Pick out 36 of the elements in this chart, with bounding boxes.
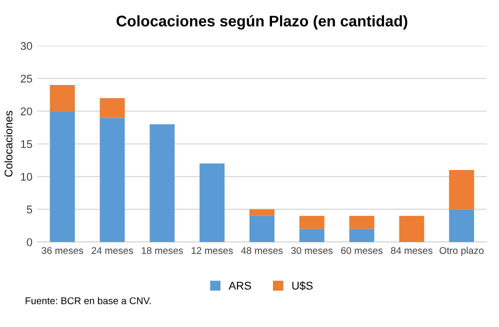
x-tick-label: 12 meses	[192, 247, 233, 254]
y-tick-label: 10	[21, 172, 32, 181]
x-tick-label: 24 meses	[92, 247, 133, 254]
y-tick-label: 25	[20, 74, 32, 83]
x-tick-label: 36 meses	[42, 247, 84, 254]
bar	[299, 228, 324, 242]
source-note: Fuente: BCR en base a CNV.	[26, 297, 151, 304]
y-tick-label: 15	[21, 140, 32, 148]
y-tick-label: 5	[26, 206, 32, 214]
bar	[449, 170, 474, 210]
x-tick-label: Otro plazo	[440, 246, 484, 256]
y-axis-title: Colocaciones	[4, 110, 12, 177]
x-tick-label: 84 meses	[391, 247, 432, 254]
bar	[150, 124, 175, 242]
bar	[299, 216, 324, 229]
chart-title: Colocaciones según Plazo (en cantidad)	[116, 15, 408, 30]
legend-label: U$S	[292, 281, 313, 290]
y-tick-label: 30	[20, 42, 32, 50]
bar	[250, 216, 274, 242]
bar	[100, 98, 125, 118]
x-tick-label: 60 meses	[341, 247, 382, 254]
y-tick-label: 0	[26, 238, 32, 246]
bar	[50, 111, 75, 242]
legend-label: ARS	[228, 282, 251, 290]
x-tick-label: 18 meses	[142, 247, 183, 254]
x-tick-label: 48 meses	[241, 247, 283, 254]
bar	[200, 164, 225, 242]
bar	[349, 216, 374, 229]
y-tick-label: 20	[20, 107, 32, 116]
bar	[50, 85, 75, 112]
x-tick-label: 30 meses	[291, 247, 333, 254]
bar	[399, 216, 424, 242]
bar	[250, 209, 274, 216]
bar	[100, 118, 125, 242]
bar	[349, 228, 374, 242]
bar	[449, 209, 474, 242]
